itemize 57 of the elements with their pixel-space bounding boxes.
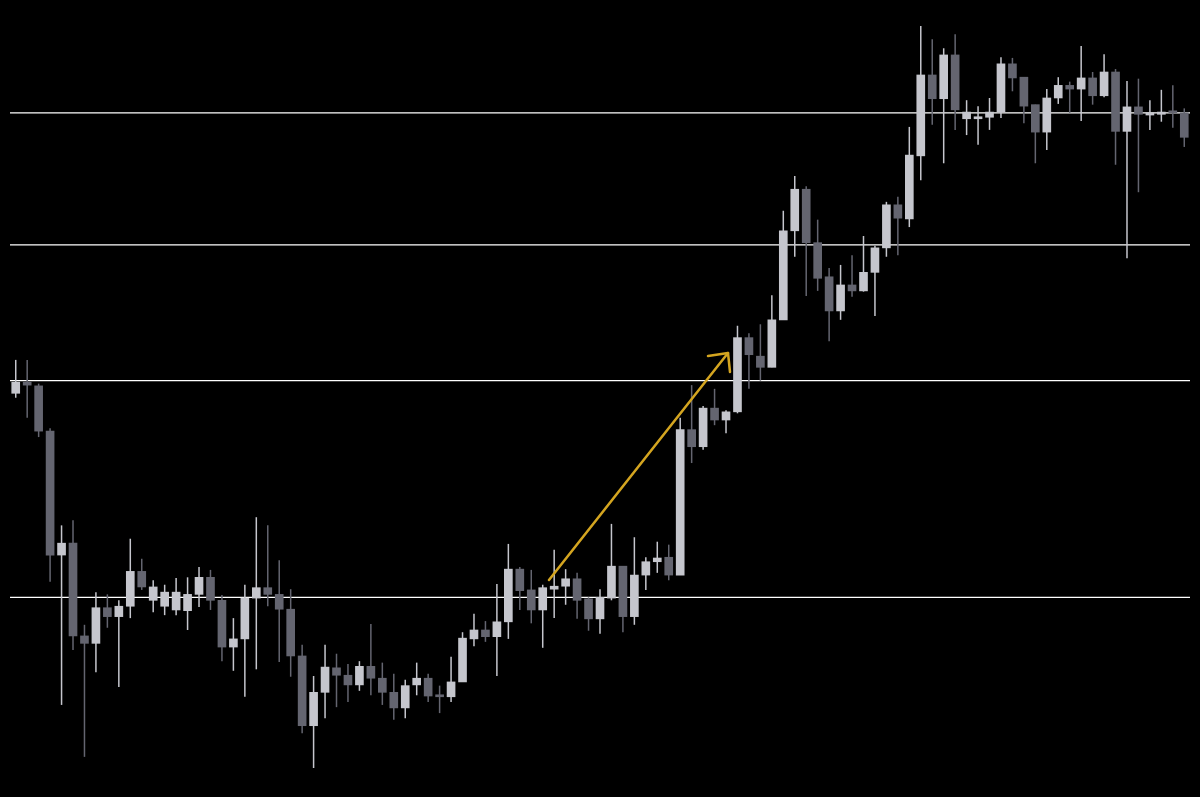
candlestick <box>572 572 582 620</box>
candlestick <box>985 97 994 131</box>
candlestick <box>160 583 169 616</box>
candlestick <box>366 623 376 697</box>
candlestick <box>57 524 66 706</box>
candlestick <box>595 588 605 635</box>
candlestick <box>412 661 422 697</box>
candlestick <box>11 359 21 399</box>
candlestick <box>263 524 273 607</box>
candlestick <box>1145 99 1155 131</box>
candlestick <box>1053 76 1063 105</box>
candlestick <box>973 105 983 146</box>
candlestick <box>378 661 387 706</box>
candlestick <box>80 624 89 758</box>
candlestick <box>137 558 147 591</box>
candlestick <box>1088 71 1097 106</box>
candlestick <box>687 384 696 464</box>
candlestick <box>355 660 364 692</box>
candlestick <box>423 673 433 703</box>
candlestick <box>251 516 261 671</box>
candlestick <box>584 596 593 632</box>
candlestick <box>274 559 284 663</box>
candlestick <box>641 556 651 591</box>
candlestick <box>206 569 215 611</box>
candlestick <box>183 576 192 631</box>
candlestick <box>962 99 971 136</box>
candlestick <box>1134 77 1143 193</box>
candlestick <box>664 543 674 582</box>
candlestick <box>481 620 490 643</box>
candlestick <box>148 579 158 613</box>
candlestick <box>389 673 399 721</box>
candlestick <box>114 599 124 688</box>
candlestick <box>1168 84 1178 129</box>
candlestick <box>744 332 754 390</box>
candlestick <box>756 323 765 382</box>
candlestick <box>343 663 353 703</box>
candlestick <box>652 540 662 574</box>
candlestick <box>400 678 410 720</box>
candlestick <box>1157 89 1166 123</box>
candlestick <box>549 549 559 619</box>
candlestick <box>710 388 719 426</box>
candlestick <box>435 684 444 714</box>
candlestick <box>538 583 548 649</box>
candlestick <box>171 577 181 616</box>
candlestick <box>561 568 570 606</box>
candlestick <box>492 583 502 677</box>
candlestick <box>446 655 456 703</box>
candlestick <box>893 195 903 257</box>
candlestick <box>1008 57 1017 93</box>
candlestick <box>229 617 238 672</box>
candlestick <box>1065 80 1075 114</box>
candlestick <box>332 652 341 708</box>
candlestick <box>526 569 536 625</box>
candlestick <box>194 566 204 608</box>
candlestick <box>515 566 525 611</box>
candlestick <box>859 235 868 293</box>
candlestick <box>103 593 112 629</box>
